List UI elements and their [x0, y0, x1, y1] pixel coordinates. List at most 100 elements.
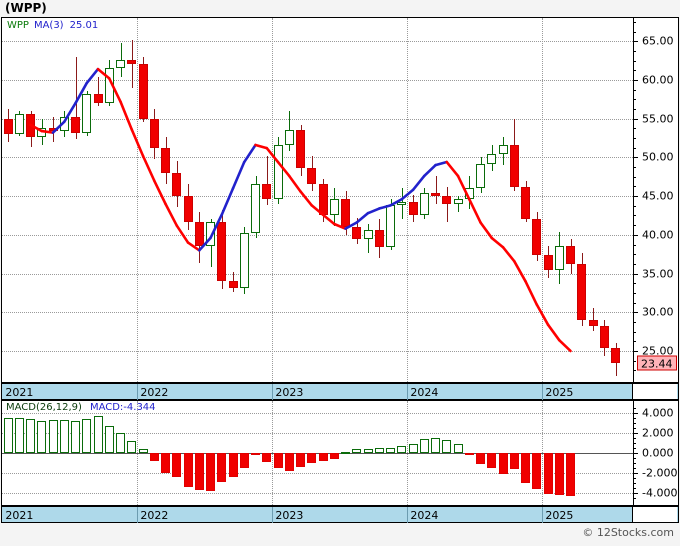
price-axis-minor-tick: [633, 176, 636, 178]
price-axis-label: 30.00: [642, 305, 674, 319]
macd-histogram-bar: [487, 453, 496, 468]
macd-axis-label: 2.000: [642, 426, 674, 440]
legend-symbol: WPP: [7, 20, 29, 31]
macd-histogram-bar: [465, 453, 474, 455]
candle-body: [409, 202, 418, 215]
date-axis-label: 2024: [410, 386, 439, 399]
price-axis-minor-tick: [633, 360, 636, 362]
price-gridline: [2, 312, 635, 314]
macd-histogram-bar: [566, 453, 575, 497]
candle-body: [161, 148, 170, 173]
price-axis-minor-tick: [633, 292, 636, 294]
price-axis-label: 45.00: [642, 189, 674, 203]
macd-histogram-bar: [521, 453, 530, 483]
price-axis-minor-tick: [633, 341, 636, 343]
price-plot-area[interactable]: WPP MA(3) 25.01: [2, 18, 635, 382]
candle-body: [532, 219, 541, 255]
price-legend: WPP MA(3) 25.01: [7, 20, 98, 31]
macd-axis-label: -2.000: [642, 466, 678, 480]
price-axis-label: 65.00: [642, 34, 674, 48]
macd-axis-minor-tick: [633, 418, 636, 419]
macd-histogram-bar: [510, 453, 519, 469]
macd-year-gridline: [137, 401, 139, 505]
price-axis-label: 50.00: [642, 150, 674, 164]
price-axis-label: 55.00: [642, 112, 674, 126]
macd-histogram-bar: [386, 448, 395, 453]
date-axis-label: 2024: [410, 509, 439, 522]
macd-histogram-bar: [4, 417, 13, 453]
candle-body: [172, 172, 181, 197]
candle-body: [510, 145, 519, 187]
price-chart-panel: WPP MA(3) 25.01 23.44 65.00 60.00 55.00 50.00…: [1, 17, 679, 383]
price-gridline: [2, 79, 635, 81]
candle-body: [296, 129, 305, 169]
candle-body: [127, 59, 136, 65]
date-axis-tick: [137, 507, 139, 524]
candle-body: [577, 264, 586, 321]
macd-histogram-bar: [285, 453, 294, 471]
macd-year-gridline: [272, 401, 274, 505]
macd-axis-label: 0.000: [642, 446, 674, 460]
price-axis-minor-tick: [633, 283, 636, 285]
macd-histogram-bar: [274, 453, 283, 468]
macd-histogram-bar: [454, 443, 463, 453]
candle-body: [589, 320, 598, 327]
macd-plot-area[interactable]: MACD(26,12,9) MACD:-4.344: [2, 401, 635, 505]
price-axis-tick: [633, 351, 638, 353]
macd-axis-minor-tick: [633, 443, 636, 444]
candle-wick: [447, 186, 448, 223]
price-axis-label: 60.00: [642, 73, 674, 87]
price-gridline: [2, 196, 635, 198]
macd-axis-minor-tick: [633, 458, 636, 459]
candle-body: [566, 245, 575, 265]
macd-histogram-bar: [442, 439, 451, 453]
macd-histogram-bar: [499, 453, 508, 474]
price-gridline: [2, 273, 635, 275]
date-axis-label: 2023: [275, 386, 304, 399]
candle-wick: [76, 56, 77, 139]
title-bar: (WPP): [0, 0, 680, 17]
copyright-label: © 12Stocks.com: [582, 526, 674, 539]
candle-wick: [593, 307, 594, 331]
macd-axis-tick: [633, 433, 638, 434]
price-axis-minor-tick: [633, 244, 636, 246]
candle-body: [397, 202, 406, 206]
macd-axis-minor-tick: [633, 463, 636, 464]
macd-histogram-bar: [60, 420, 69, 453]
candle-body: [229, 281, 238, 288]
price-axis-tick: [633, 79, 638, 81]
candle-wick: [436, 175, 437, 204]
macd-histogram-bar: [71, 420, 80, 453]
macd-histogram-bar: [330, 453, 339, 459]
price-gridline: [2, 351, 635, 353]
candle-body: [544, 254, 553, 271]
legend-ma-label: MA(3): [33, 20, 64, 31]
candle-body: [262, 183, 271, 200]
macd-axis-tick: [633, 473, 638, 474]
price-axis-minor-tick: [633, 370, 636, 372]
price-axis-minor-tick: [633, 60, 636, 62]
candle-body: [364, 230, 373, 240]
date-axis-bottom-blank: [632, 507, 677, 522]
macd-gridline: [2, 413, 635, 414]
candle-wick: [458, 196, 459, 212]
date-axis-tick: [542, 507, 544, 524]
macd-histogram-bar: [217, 453, 226, 482]
candle-body: [195, 222, 204, 246]
price-axis-tick: [633, 234, 638, 236]
candle-body: [352, 227, 361, 240]
price-gridline: [2, 157, 635, 159]
macd-histogram-bar: [82, 418, 91, 453]
macd-histogram-bar: [105, 426, 114, 453]
macd-histogram-bar: [296, 453, 305, 467]
macd-axis-minor-tick: [633, 488, 636, 489]
macd-histogram-bar: [116, 432, 125, 453]
macd-histogram-bar: [307, 453, 316, 463]
macd-axis-minor-tick: [633, 468, 636, 469]
macd-histogram-bar: [532, 453, 541, 489]
price-axis-label: 25.00: [642, 344, 674, 358]
macd-axis-minor-tick: [633, 408, 636, 409]
price-axis-minor-tick: [633, 225, 636, 227]
candle-body: [442, 196, 451, 204]
candle-body: [4, 118, 13, 135]
